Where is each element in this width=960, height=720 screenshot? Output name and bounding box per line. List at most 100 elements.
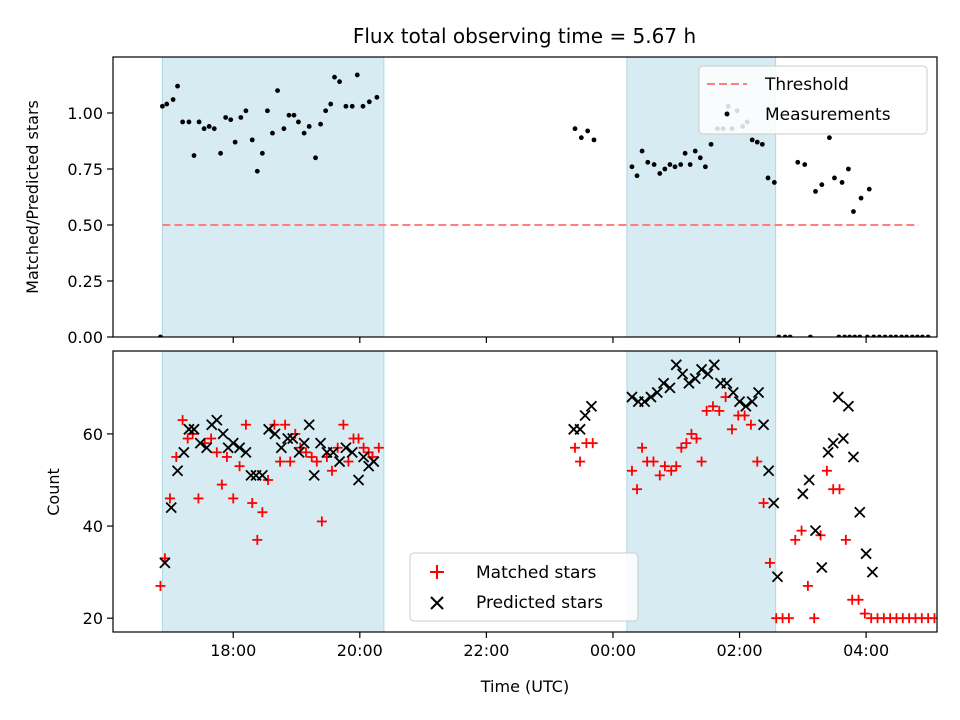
measurement-point [366,99,372,105]
matched-star-marker [707,401,718,412]
matched-star-marker [859,608,870,619]
predicted-star-marker [822,446,834,458]
predicted-star-marker [752,386,765,399]
y-tick-label: 0.50 [67,216,103,235]
predicted-star-marker [721,377,733,389]
measurement-point [672,164,678,170]
measurement-point [629,164,635,170]
predicted-star-marker [346,446,358,458]
predicted-star-marker [837,432,849,445]
predicted-star-marker [303,419,315,431]
predicted-star-marker [263,423,275,435]
predicted-star-marker [947,539,957,549]
predicted-star-marker [282,432,294,445]
matched-star-marker [275,456,286,467]
measurement-point [159,103,165,109]
measurement-point [795,159,801,165]
predicted-star-marker [763,465,775,477]
measurement-point [313,155,318,161]
measurement-point [201,126,207,132]
matched-star-marker [164,493,175,504]
predicted-star-marker [194,437,206,449]
predicted-star-marker [827,437,839,449]
top-y-axis-label: Matched/Predicted stars [23,100,42,294]
matched-star-marker [228,493,239,504]
y-tick-label: 60 [83,425,103,444]
measurement-point [175,83,180,89]
bottom-legend-box [409,552,639,622]
measurement-point [228,117,234,123]
predicted-star-marker [293,446,305,458]
matched-star-marker [257,507,268,518]
predicted-star-marker [217,428,229,440]
measurement-point [819,182,825,188]
x-tick-label: 20:00 [337,641,383,660]
measurement-point [947,191,952,196]
predicted-star-marker [866,566,879,578]
measurement-point [306,124,312,129]
matched-star-marker [247,498,258,509]
measurement-point [196,119,202,125]
top-legend-box [698,65,928,135]
measurement-point [218,150,223,156]
predicted-star-marker [708,359,720,371]
legend-predicted-swatch [430,596,444,610]
bottom-panel: 20 40 60 18:00 20:00 22:00 00:00 02:00 04:00 Co… [44,350,960,696]
matched-star-marker [809,613,820,624]
predicted-star-marker [298,437,310,449]
predicted-star-marker [683,377,695,389]
top-panel: 0.00 0.25 0.50 0.75 1.00 Matched/Predicted s… [23,56,952,347]
measurement-point [651,162,657,167]
shaded-interval [161,57,385,337]
predicted-star-marker [245,469,257,482]
bottom-y-axis-label: Count [44,468,63,516]
predicted-star-marker [256,469,268,482]
measurement-point [170,97,176,102]
bottom-x-axis-label: Time (UTC) [480,677,569,696]
measurement-point [687,162,693,167]
measurement-point [243,108,249,114]
predicted-star-marker [797,488,809,500]
matched-star-marker [796,525,807,536]
predicted-star-marker [740,400,752,412]
matched-star-marker [943,599,953,609]
measurement-point [657,171,663,176]
predicted-star-marker [664,382,676,394]
matched-star-marker [240,419,251,430]
bottom-y-axis: 20 40 60 [83,425,113,628]
bottom-count-markers [155,359,960,624]
chart-title: Flux total observing time = 5.67 h [353,24,696,48]
predicted-star-marker [201,442,213,454]
predicted-star-marker [275,442,287,454]
predicted-star-marker [832,391,844,403]
matched-star-marker [752,456,763,467]
matched-star-marker [316,516,327,527]
matched-star-marker [182,433,193,444]
measurement-point [845,166,851,172]
measurement-point [749,137,755,143]
matched-star-marker [950,590,960,600]
measurement-point [591,137,597,143]
matched-star-marker [177,415,188,426]
predicted-star-marker [695,363,708,376]
measurement-point [286,112,292,118]
matched-star-marker [569,442,580,453]
measurement-point [572,126,578,132]
matched-star-marker [234,461,245,472]
measurement-point [265,108,270,114]
matched-star-marker [280,419,291,430]
matched-star-marker [193,493,204,504]
measurement-point [771,180,777,185]
measurement-point [639,148,645,154]
measurement-point [866,186,872,192]
matched-star-marker [358,442,369,453]
measurement-point [291,112,297,118]
predicted-star-marker [211,414,223,426]
measurement-point [180,119,186,125]
predicted-star-marker [803,474,815,486]
top-plot-frame [112,56,938,338]
matched-star-marker [726,424,737,435]
matched-star-marker [802,580,813,591]
predicted-star-marker [676,368,689,380]
bottom-plot-frame [112,350,938,633]
